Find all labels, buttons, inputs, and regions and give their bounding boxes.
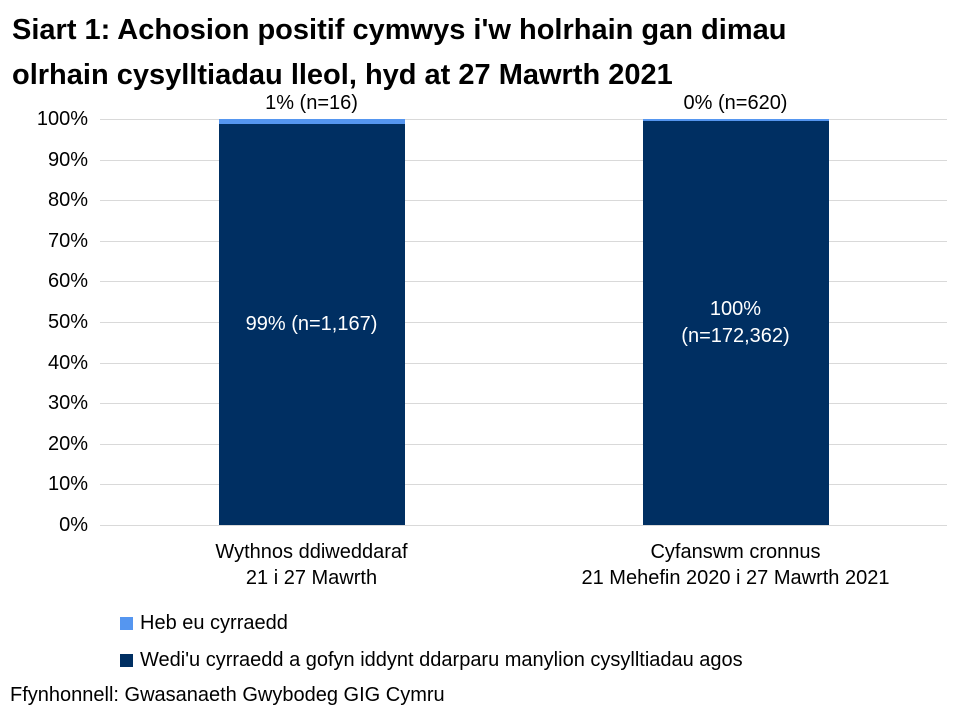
gridline [100, 444, 947, 445]
y-axis: 100% 90% 80% 70% 60% 50% 40% 30% 20% 10% 0% [0, 108, 88, 536]
gridline [100, 241, 947, 242]
gridline [100, 484, 947, 485]
bar-segment-not-reached [218, 119, 405, 124]
legend-swatch [120, 616, 133, 630]
gridline [100, 363, 947, 364]
y-axis-tick-label: 0% [59, 514, 88, 536]
bar-segment-not-reached [642, 119, 829, 121]
y-axis-tick-label: 50% [47, 311, 88, 333]
x-axis-category-label: Cyfanswm cronnus 21 Mehefin 2020 i 27 Ma… [581, 541, 890, 589]
gridline [100, 322, 947, 323]
bar-value-label: 100% (n=172,362) [681, 298, 790, 347]
bar-value-label: 99% (n=1,167) [245, 313, 378, 335]
stacked-bar: 99% (n=1,167) [218, 119, 405, 525]
gridline [100, 525, 947, 526]
stacked-bar: 100% (n=172,362) [642, 119, 829, 525]
source-note: Ffynhonnell: Gwasanaeth Gwybodeg GIG Cym… [10, 684, 445, 706]
y-axis-tick-label: 10% [47, 473, 88, 495]
y-axis-tick-label: 90% [47, 149, 88, 171]
legend: Heb eu cyrraedd Wedi'u cyrraedd a gofyn i… [120, 610, 743, 684]
legend-label: Heb eu cyrraedd [140, 612, 288, 634]
y-axis-tick-label: 20% [47, 433, 88, 455]
legend-swatch [120, 653, 133, 667]
y-axis-tick-label: 70% [47, 230, 88, 252]
y-axis-tick-label: 60% [47, 270, 88, 292]
y-axis-tick-label: 40% [47, 352, 88, 374]
x-axis-category-label: Wythnos ddiweddaraf 21 i 27 Mawrth [215, 541, 408, 589]
legend-label: Wedi'u cyrraedd a gofyn iddynt ddarparu … [140, 649, 743, 671]
plot-area: 99% (n=1,167) 1% (n=16) 100% (n=172,362) 0%… [100, 92, 947, 526]
y-axis-tick-label: 30% [47, 392, 88, 414]
bar-slot: 100% (n=172,362) 0% (n=620) [524, 92, 947, 525]
legend-item: Wedi'u cyrraedd a gofyn iddynt ddarparu … [120, 647, 743, 673]
x-axis: Wythnos ddiweddaraf 21 i 27 Mawrth Cyfans… [100, 539, 947, 595]
chart-title-line-1: Siart 1: Achosion positif cymwys i'w hol… [12, 14, 787, 46]
gridline [100, 200, 947, 201]
bar-segment-reached: 99% (n=1,167) [218, 124, 405, 525]
gridline [100, 281, 947, 282]
bar-slot: 99% (n=1,167) 1% (n=16) [100, 92, 523, 525]
chart-title-line-2: olrhain cysylltiadau lleol, hyd at 27 Ma… [12, 59, 673, 91]
gridline [100, 119, 947, 120]
y-axis-tick-label: 100% [36, 108, 88, 130]
gridline [100, 403, 947, 404]
legend-item: Heb eu cyrraedd [120, 610, 743, 636]
bar-top-label: 0% (n=620) [683, 92, 788, 114]
bar-segment-reached: 100% (n=172,362) [642, 121, 829, 525]
bar-top-label: 1% (n=16) [265, 92, 358, 114]
gridline [100, 160, 947, 161]
y-axis-tick-label: 80% [47, 189, 88, 211]
chart-title: Siart 1: Achosion positif cymwys i'w hol… [12, 8, 786, 98]
